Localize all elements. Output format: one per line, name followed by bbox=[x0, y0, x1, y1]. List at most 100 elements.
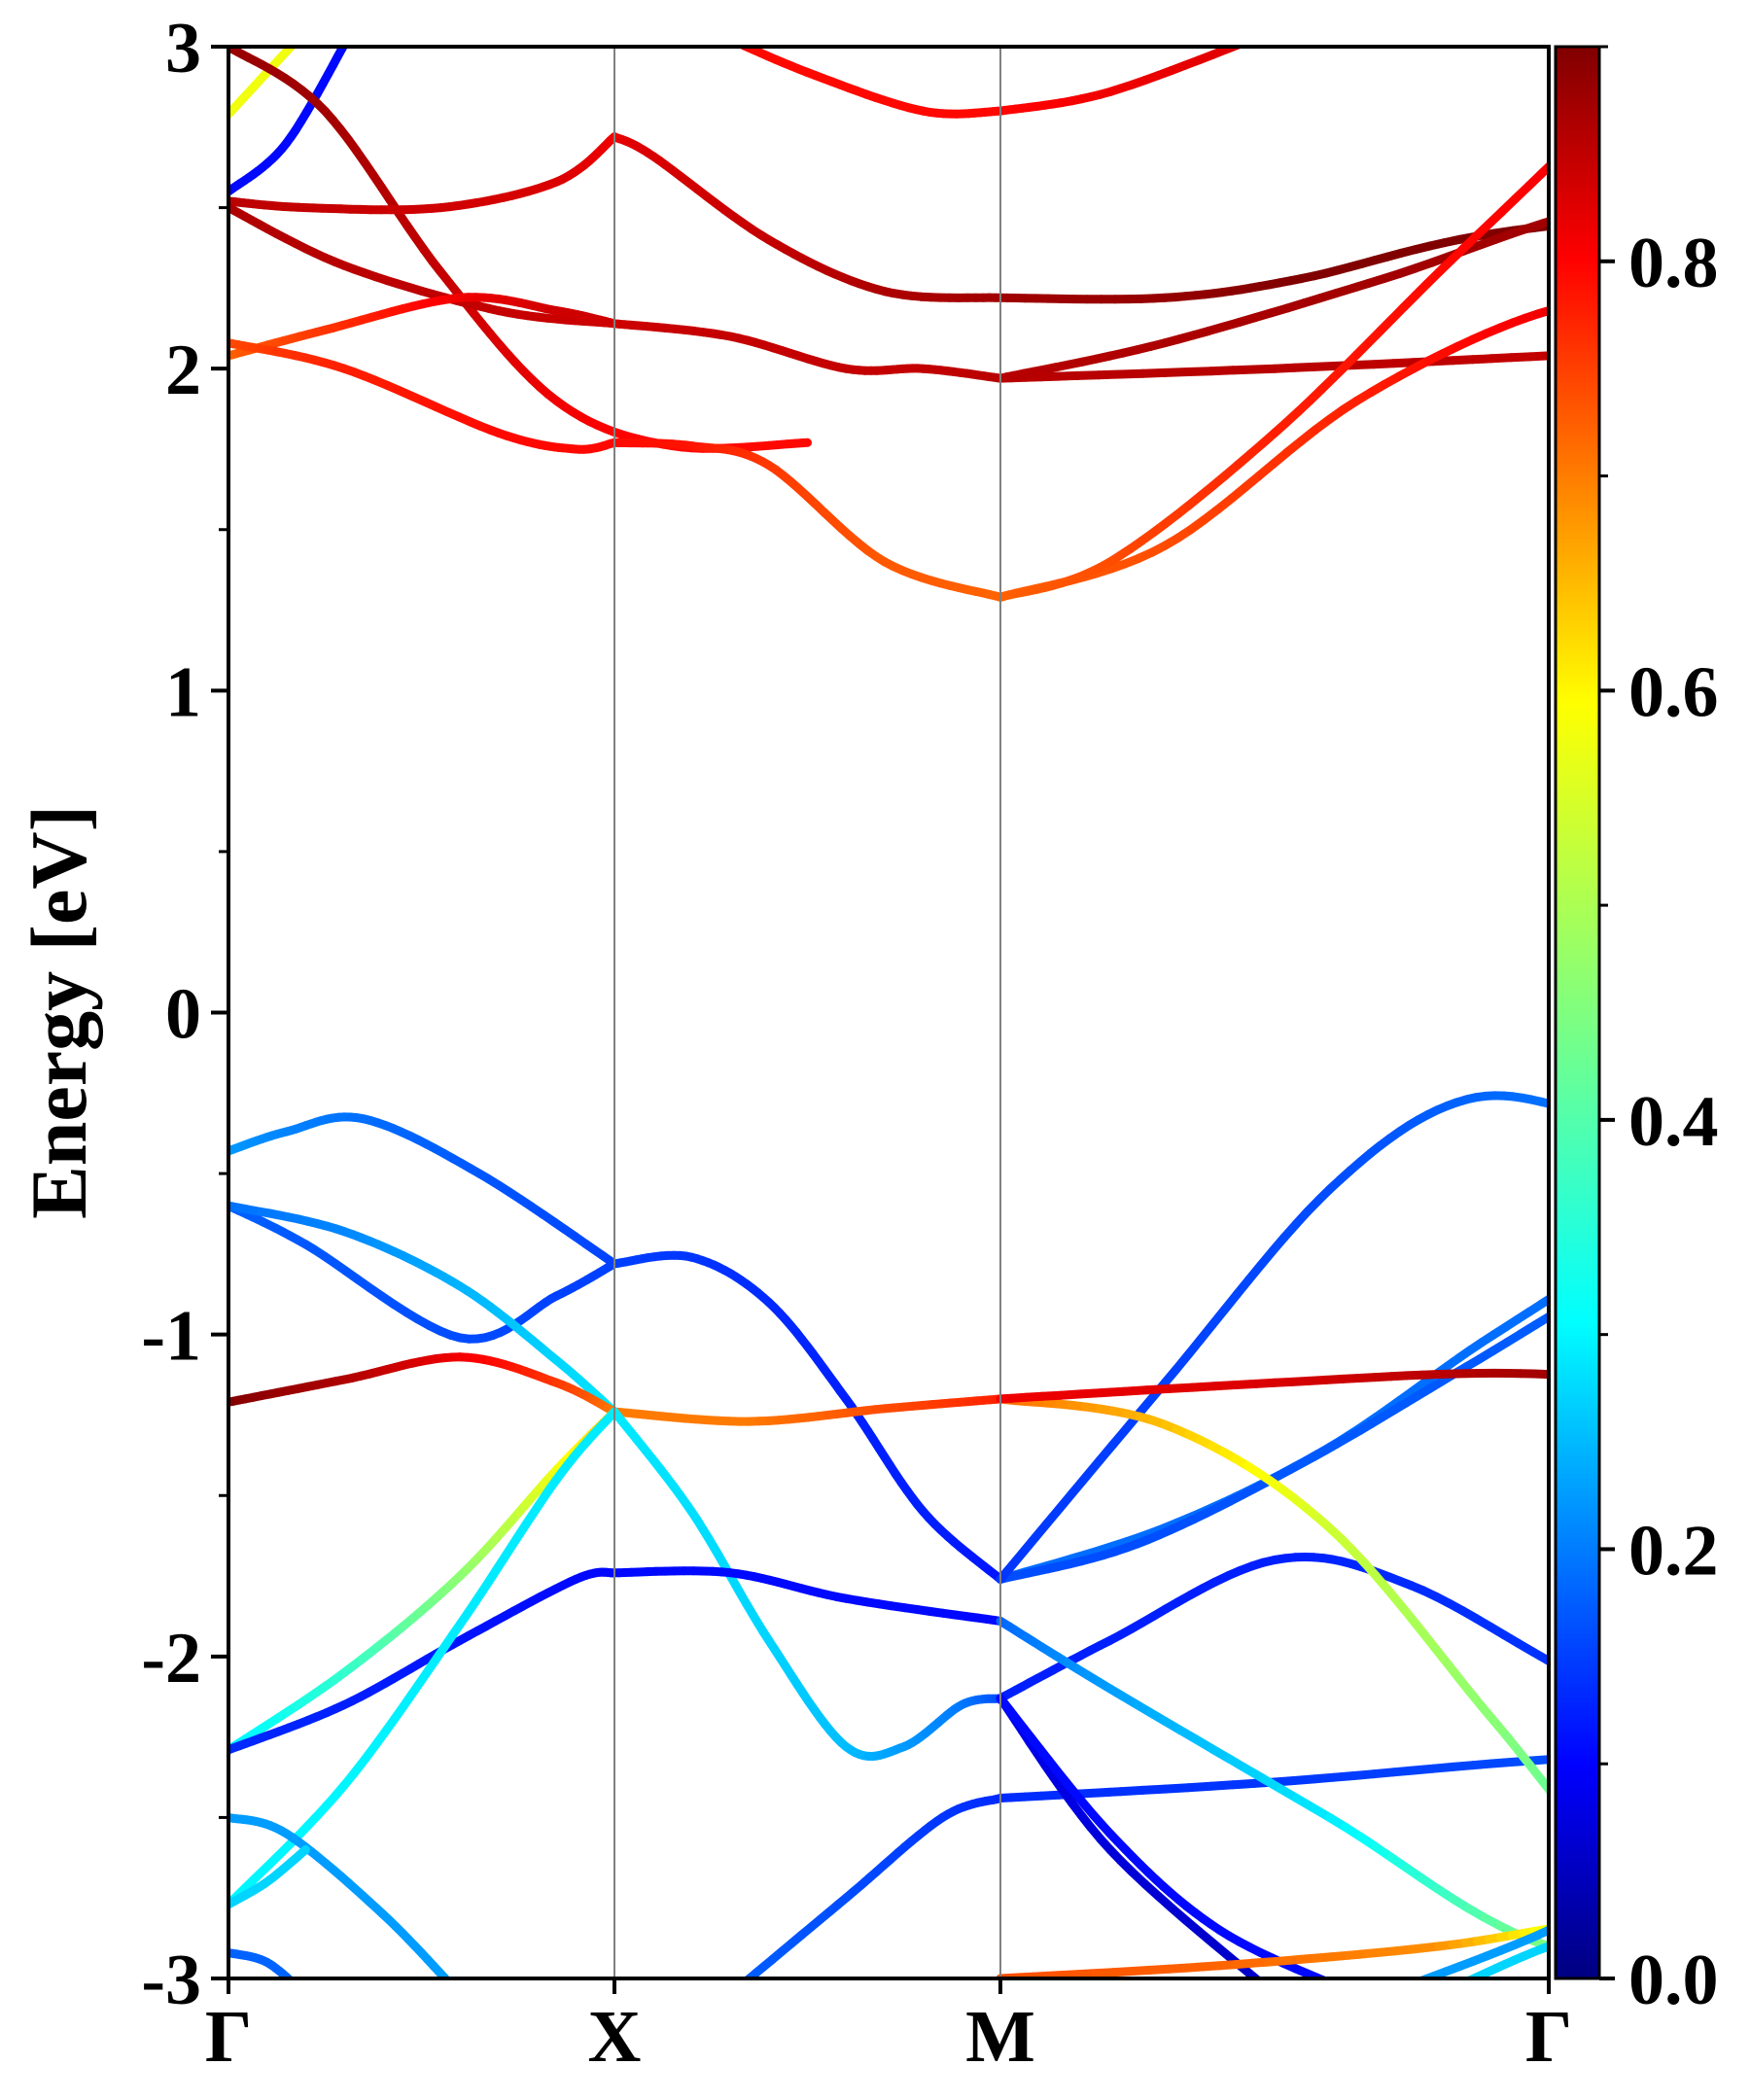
band-segment bbox=[1631, 1915, 1647, 1917]
band-segment bbox=[1649, 350, 1669, 351]
colorbar-gradient bbox=[1554, 45, 1601, 1980]
band-segment bbox=[1719, 56, 1724, 57]
band-segment bbox=[1669, 349, 1689, 350]
band-7 bbox=[610, 132, 1005, 302]
band-segment bbox=[1692, 1386, 1703, 1388]
band-segment bbox=[1740, 1906, 1750, 1907]
band-segment bbox=[1681, 1929, 1693, 1935]
high-symmetry-lines bbox=[613, 47, 1001, 1978]
band-segment bbox=[1604, 1958, 1625, 1960]
band-segment bbox=[1694, 1909, 1709, 1911]
band-segment bbox=[1717, 1226, 1729, 1230]
band-segment bbox=[1603, 1919, 1617, 1921]
band-segment bbox=[1607, 1275, 1621, 1282]
band-segment bbox=[1634, 202, 1650, 203]
band-segment bbox=[1659, 1912, 1668, 1914]
band-34 bbox=[742, 1794, 1005, 1978]
band-segment bbox=[1646, 1914, 1662, 1916]
band-segment bbox=[1602, 1856, 1614, 1870]
band-20 bbox=[228, 1112, 619, 1269]
band-segment bbox=[1603, 1689, 1618, 1695]
band-segment bbox=[1604, 1378, 1615, 1379]
band-segment bbox=[1641, 1915, 1650, 1917]
band-segment bbox=[1714, 56, 1719, 57]
band-segment bbox=[1681, 1385, 1693, 1387]
band-segment bbox=[1610, 1923, 1618, 1925]
band-segment bbox=[1621, 308, 1628, 310]
band-segment bbox=[1600, 305, 1607, 306]
band-segment bbox=[1667, 319, 1677, 321]
band-segment bbox=[1648, 1705, 1663, 1711]
x-tick-label: M bbox=[965, 1996, 1035, 2078]
band-segment bbox=[1686, 62, 1688, 63]
band-segment bbox=[1679, 89, 1686, 95]
band-segment bbox=[1711, 1726, 1727, 1731]
y-axis: -3 -2 -1 0 1 2 3 bbox=[141, 9, 228, 2020]
band-segment bbox=[1737, 1393, 1748, 1395]
band-segment bbox=[1741, 1734, 1750, 1738]
band-segment bbox=[1739, 1140, 1750, 1143]
band-segment bbox=[1715, 1390, 1727, 1392]
band-segment bbox=[449, 1982, 453, 1987]
band-segment bbox=[1605, 1892, 1612, 1897]
band-segment bbox=[1603, 1116, 1616, 1118]
band-31 bbox=[610, 1394, 1005, 1426]
band-segment bbox=[1691, 61, 1694, 62]
band-segment bbox=[1682, 53, 1687, 58]
band-segment bbox=[1682, 1239, 1694, 1243]
band-segment bbox=[1650, 41, 1652, 45]
band-segment bbox=[1745, 1907, 1750, 1908]
band-segment bbox=[1626, 47, 1631, 52]
band-16 bbox=[996, 30, 1659, 602]
band-segment bbox=[1439, 1993, 1444, 1995]
band-segment bbox=[1619, 203, 1634, 205]
band-segment bbox=[1634, 1874, 1642, 1879]
band-segment bbox=[1602, 1260, 1614, 1267]
band-segment bbox=[1703, 1388, 1715, 1390]
band-segment bbox=[1723, 333, 1734, 337]
band-segment bbox=[1727, 1731, 1741, 1734]
band-segment bbox=[1732, 53, 1736, 54]
band-segment bbox=[1636, 1894, 1648, 1905]
band-segment bbox=[742, 1976, 752, 1978]
band-segment bbox=[1744, 345, 1750, 346]
band-segment bbox=[1715, 1218, 1727, 1220]
band-3 bbox=[228, 132, 619, 215]
band-segment bbox=[1724, 55, 1729, 56]
band-segment bbox=[1614, 307, 1621, 309]
band-segment bbox=[1744, 1751, 1750, 1752]
band-segment bbox=[1607, 33, 1611, 36]
y-tick-label: -2 bbox=[141, 1619, 201, 1698]
band-segment bbox=[1725, 88, 1730, 91]
band-30 bbox=[610, 1250, 1005, 1584]
band-segment bbox=[1657, 212, 1682, 215]
y-axis-label: Energy [eV] bbox=[15, 805, 103, 1219]
colorbar-tick-label: 0.4 bbox=[1628, 1082, 1719, 1162]
band-segment bbox=[1644, 61, 1651, 66]
band-segment bbox=[1672, 44, 1677, 49]
band-32 bbox=[610, 1407, 1005, 1761]
band-segment bbox=[1711, 331, 1723, 333]
band-segment bbox=[1662, 33, 1664, 36]
band-segment bbox=[1711, 1841, 1723, 1845]
band-segment bbox=[1686, 95, 1694, 102]
y-tick-label: 1 bbox=[165, 652, 201, 732]
band-segment bbox=[1606, 217, 1631, 220]
band-segment bbox=[1723, 1838, 1734, 1841]
band-segment bbox=[1632, 1700, 1648, 1706]
band-segment bbox=[1614, 1254, 1626, 1261]
band-segment bbox=[1727, 346, 1744, 347]
band-segment bbox=[1627, 1878, 1634, 1883]
band-segment bbox=[1708, 78, 1714, 82]
band-segment bbox=[1733, 337, 1744, 340]
band-segment bbox=[1699, 1845, 1711, 1849]
band-segment bbox=[304, 1993, 306, 1994]
band-42 bbox=[996, 1368, 1748, 1404]
band-segment bbox=[1642, 314, 1650, 316]
band-35 bbox=[996, 1751, 1750, 1802]
band-segment bbox=[1746, 153, 1750, 161]
band-segment bbox=[1678, 1910, 1689, 1911]
band-segment bbox=[1672, 83, 1679, 88]
band-segment bbox=[1657, 30, 1659, 33]
band-segment bbox=[1642, 1870, 1650, 1873]
